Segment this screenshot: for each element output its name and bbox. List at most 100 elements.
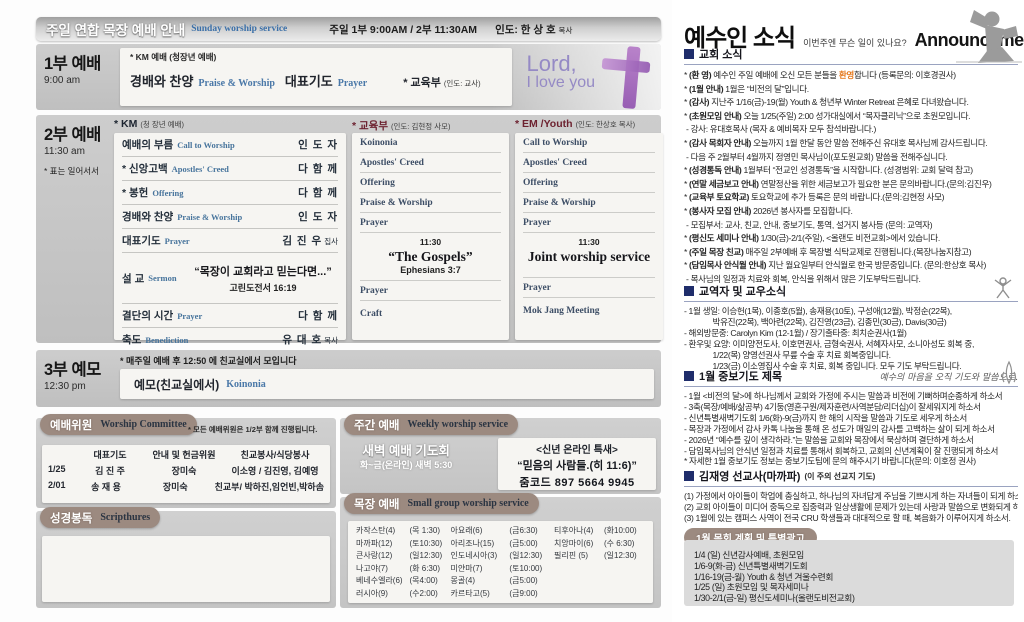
- lord-i-love-you-text: Lord, I love you: [526, 51, 595, 92]
- square-bullet-icon: [684, 49, 694, 59]
- cross-icon: [596, 44, 653, 110]
- second-service-label: 2부 예배 11:30 am * 표는 일어서서: [44, 126, 101, 176]
- announcement-line: - 목장과 가정에서 감사 카톡 나눔을 통해 온 성도가 매일의 감사를 고백…: [684, 423, 995, 434]
- worship-committee-label: 예배위원 Worship Committee: [40, 414, 197, 435]
- announcement-line: - 다음 주 2월부터 4월까지 정영민 목사님이(포도원교회) 말씀을 전해주…: [684, 151, 948, 162]
- service-row: 대표기도 Prayer 김 진 우 집사: [122, 228, 338, 252]
- service-row: Prayer: [360, 212, 501, 232]
- edu-rows: Koinonia Apostles' Creed Offering Praise & …: [352, 133, 509, 340]
- announcements-subtitle: 이번주엔 무슨 일이 있나요?: [803, 38, 907, 48]
- first-service-section: 1부 예배 9:00 am * KM 예배 (청장년 예배) 경배와 찬양 Pr…: [36, 44, 661, 110]
- handwritten-note: 예수의 마음을 오직 기도와 말씀으로.: [879, 372, 1018, 383]
- weekly-worship-label: 주간 예배 Weekly worship service: [344, 414, 519, 435]
- committee-row: 1/25 김 진 주 장미숙 이소영 / 김진영, 김예영: [48, 464, 319, 476]
- jumping-person-doodle-icon: [988, 275, 1018, 304]
- announcement-line: * (평신도 세미나 안내) 1/30(금)-2/1(주일), <올랜도 비전교…: [684, 233, 940, 244]
- announcement-line: 박유진(22목), 백아련(22목), 김진영(23금), 김종민(30금), …: [684, 316, 947, 327]
- announcement-line: * (담임목사 안식월 안내) 지난 월요일부터 안식월로 한국 방문중입니다.…: [684, 260, 986, 271]
- service-row: Prayer: [523, 212, 655, 232]
- announcement-line: * (봉사자 모집 안내) 2026년 봉사자를 모집합니다.: [684, 205, 853, 216]
- announcement-line: (2) 교회 아이들이 미디어 중독으로 집중력과 일상생활에 문제가 있는데 …: [684, 501, 1018, 512]
- small-group-row: 마까파(12) (토10:30) 아리조나(15) (금5:00) 치앙마이(6) (수 …: [356, 538, 635, 548]
- announcement-line: - 모집부서: 교사, 친교, 안내, 중보기도, 통역, 설거지 봉사등 (문…: [684, 219, 933, 230]
- square-bullet-icon: [684, 371, 694, 381]
- announcement-line: * (환 영) 예수인 주일 예배에 오신 모든 분들을 환영합니다 (등록문의…: [684, 70, 956, 80]
- small-group-row: 러시아(9) (수2:00) 카르타고(5) (금9:00): [356, 588, 538, 598]
- zoom-code: 줌코드 897 5664 9945: [519, 477, 635, 489]
- announcement-line: 1/23(금) 이소영집사 수술 후 치료, 회복 중입니다. 모두 기도 부탁…: [684, 360, 962, 371]
- scripture-box-empty: [42, 536, 330, 602]
- committee-headers: 대표기도 안내 및 헌금위원 친교봉사/식당봉사: [93, 450, 310, 460]
- km-column: * KM (청 장년 예배) 예배의 부름 Call to Worship 인 도 …: [114, 118, 346, 346]
- service-row: 예배의 부름 Call to Worship 인 도 자: [122, 139, 338, 151]
- announcement-line: - 3축(목장/예배/삶공부) 4기둥(영혼구원/제자훈련/사역분담/리더십)이…: [684, 401, 981, 412]
- announcement-line: (1) 가정에서 아이들이 학업에 충실하고, 하나님의 자녀답게 주님을 기쁘…: [684, 491, 1018, 501]
- service-row: Mok Jang Meeting: [523, 297, 655, 346]
- special-program-row: 11:30 “The Gospels” Ephesians 3:7: [360, 232, 501, 280]
- section-heading: 1월 중보기도 제목 예수의 마음을 오직 기도와 말씀으로.: [684, 360, 1018, 387]
- square-bullet-icon: [684, 471, 694, 481]
- announcement-line: * (성경통독 안내) 1월부터 “전교인 성경통독”을 시작합니다. (성경범…: [684, 165, 973, 176]
- small-group-row: 큰사랑(12) (일12:30) 인도네시아(3) (일12:30) 필리핀 (5) (일…: [356, 551, 637, 561]
- praying-hands-doodle-icon: [1000, 360, 1018, 391]
- announcement-line: * (감사) 지난주 1/16(금)-19(월) Youth & 청년부 Win…: [684, 97, 969, 108]
- service-row: Prayer: [360, 280, 501, 300]
- service-row: Apostles' Creed: [523, 152, 655, 172]
- service-row: Prayer: [523, 277, 655, 297]
- announcement-line: * (주일 목장 친교) 매주일 2부예배 후 목장별 식탁교제로 진행됩니다.…: [684, 246, 972, 257]
- announcement-line: - 2026년 “예수를 깊이 생각하라.”는 말씀을 교회와 목장에서 묵상하…: [684, 434, 974, 445]
- announcement-line: - 강사: 유대호목사 (목자 & 예비목자 모두 참석바랍니다.): [684, 124, 876, 135]
- section-heading: 교회 소식: [684, 46, 1018, 65]
- announcement-line: * (감사 목회자 안내) 오늘까지 1월 한달 동안 말씀 전해주신 유대호 …: [684, 137, 988, 148]
- plan-line: 1/25 (일) 초원모임 및 목자세미나: [694, 582, 809, 593]
- special-program-row: 11:30 Joint worship service: [523, 232, 655, 277]
- plan-line: 1/4 (일) 신년감사예배, 초원모임: [694, 550, 804, 560]
- service-row: Apostles' Creed: [360, 152, 501, 172]
- announcement-line: * (초원모임 안내) 오늘 1/25(주일) 2:00 성가대실에서 “목자클…: [684, 110, 971, 121]
- page-title: 주일 연합 목장 예배 안내: [46, 23, 186, 38]
- service-row: 결단의 시간 Prayer 다 함 께: [122, 303, 338, 327]
- announcement-line: - 신년특별새벽기도회 1/6(화)-9(금)까지 한 해의 시작을 말씀과 기…: [684, 412, 967, 423]
- plan-line: 1/16-19(금-월) Youth & 청년 겨울수련회: [694, 571, 834, 582]
- plan-line: 1/6-9(화-금) 신년특별새벽기도회: [694, 560, 808, 571]
- small-group-list: 카작스탄(4) (목 1:30) 아요래(6) (금6:30) 티후아나(4) (화10:…: [348, 521, 653, 603]
- announcement-line: - 해외방문중: Carolyn Kim (12-1월) / 장기출타중: 최치…: [684, 327, 907, 338]
- announcement-line: * (연말 세금보고 안내) 연말정산을 위한 세금보고가 필요한 분은 문의바…: [684, 178, 992, 189]
- announcement-line: - 1월 <비전의 달>에 하나님께서 교회와 가정에 주시는 말씀과 비전에 …: [684, 391, 1003, 401]
- service-leader: 인도: 한 상 호 목사: [495, 23, 573, 36]
- third-service-section: 3부 예모 12:30 pm * 매주일 예배 후 12:50 에 친교실에서 …: [36, 350, 661, 407]
- education-column: * 교육부 (인도: 김현정 사모) Koinonia Apostles' Cree…: [352, 118, 509, 340]
- service-row: * 봉헌 Offering 다 함 께: [122, 180, 338, 204]
- page-title-en: Sunday worship service: [191, 24, 288, 34]
- third-service-label: 3부 예모 12:30 pm: [44, 361, 101, 392]
- small-group-row: 카작스탄(4) (목 1:30) 아요래(6) (금6:30) 티후아나(4) (화10:…: [356, 526, 637, 535]
- service-row: Koinonia: [360, 137, 398, 148]
- dawn-prayer-text: 새벽 예배 기도회 화~금(온라인) 새벽 5:30: [360, 444, 453, 470]
- square-bullet-icon: [684, 286, 694, 296]
- em-youth-column: * EM /Youth (인도: 한상호 목사) Call to Worship A…: [515, 118, 663, 340]
- announcement-section: 1월 중보기도 제목 예수의 마음을 오직 기도와 말씀으로. - 1월 <비전…: [684, 360, 1018, 467]
- online-special-box: <신년 온라인 특새> “믿음의 사람들.(히 11:6)” 줌코드 897 5…: [498, 438, 656, 490]
- worship-committee-panel: 예배위원 Worship Committee * 모든 예배위원은 1/2부 함…: [36, 414, 336, 508]
- first-service-items: 경배와 찬양 Praise & Worship 대표기도 Prayer * 교육…: [130, 74, 481, 89]
- sermon-row: 설 교 Sermon “목장이 교회라고 믿는다면...” 고린도전서 16:19: [122, 252, 338, 303]
- service-row: Call to Worship: [523, 137, 588, 148]
- service-row: Praise & Worship: [523, 192, 655, 212]
- first-service-label: 1부 예배 9:00 am: [44, 55, 101, 86]
- announcement-section: 교회 소식 * (환 영) 예수인 주일 예배에 오신 모든 분들을 환영합니다…: [684, 46, 1018, 287]
- committee-row: 2/01 송 재 용 장미숙 친교부/ 박하진,임언빈,박하솜: [48, 480, 324, 492]
- second-service-section: 2부 예배 11:30 am * 표는 일어서서 * KM (청 장년 예배) 예…: [36, 115, 663, 346]
- service-row: * 신앙고백 Apostles' Creed 다 함 께: [122, 156, 338, 180]
- section-heading: 김재영 선교사(마까파) (이 주의 선교지 기도): [684, 468, 1018, 487]
- announcement-line: - 환우및 요양: 이미양전도사, 이호면권사, 금형숙권사, 서혜자사모, 소…: [684, 338, 974, 349]
- plan-line: 1/30-2/1(금-일) 평신도세미나(올랜도비전교회): [694, 593, 855, 604]
- small-group-label: 목장 예배 Small group worship service: [344, 493, 539, 514]
- monthly-plan-box: 1/4 (일) 신년감사예배, 초원모임 1/6-9(화-금) 신년특별새벽기도회…: [684, 540, 1014, 606]
- service-row: Craft: [360, 300, 501, 349]
- announcement-section: 김재영 선교사(마까파) (이 주의 선교지 기도) (1) 가정에서 아이들이…: [684, 468, 1018, 524]
- announcements-page: 예수인 소식 이번주엔 무슨 일이 있나요? Announcements 교회 …: [672, 0, 1024, 622]
- announcement-line: * 자세한 1월 중보기도 정보는 중보기도팀에 문의 해주시기 바랍니다(문의…: [684, 456, 976, 467]
- worship-guide-page: 주일 연합 목장 예배 안내 Sunday worship service 주일…: [36, 17, 663, 608]
- weekly-worship-panel: 주간 예배 Weekly worship service 새벽 예배 기도회 화…: [340, 414, 661, 494]
